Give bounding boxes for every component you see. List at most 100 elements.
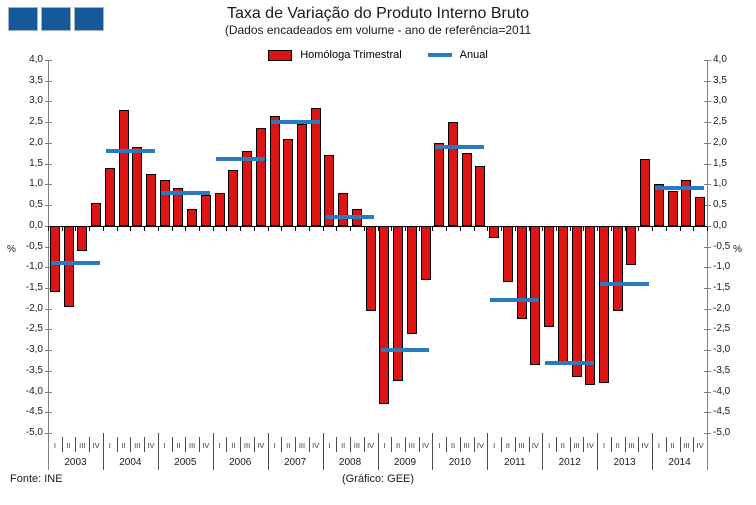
- zero-axis-tick: [130, 226, 132, 231]
- quarter-label: I: [548, 441, 551, 450]
- zero-axis-tick: [322, 226, 324, 231]
- annual-line-2012: [545, 360, 595, 365]
- y-tick-left: [45, 370, 52, 372]
- quarterly-bar-2007-I: [269, 115, 280, 226]
- quarterly-bar-2008-I: [324, 155, 335, 226]
- y-tick-left: [45, 412, 52, 414]
- quarter-label: III: [134, 441, 141, 450]
- quarterly-bar-2005-I: [159, 180, 170, 226]
- year-label: 2012: [558, 457, 581, 468]
- credit-text: (Gráfico: GEE): [341, 473, 415, 485]
- zero-axis-tick: [336, 226, 338, 231]
- zero-axis-tick: [542, 226, 544, 231]
- quarter-separator: [473, 437, 475, 452]
- quarter-separator: [459, 437, 461, 452]
- y-tick-label-right: -3,5: [713, 364, 731, 376]
- y-tick-label-left: 2,0: [29, 136, 43, 148]
- year-label: 2009: [393, 457, 417, 468]
- y-tick-left: [45, 205, 52, 207]
- year-separator: [157, 433, 159, 470]
- y-axis-left: [48, 60, 49, 470]
- zero-axis-tick: [144, 226, 146, 231]
- zero-axis-tick: [48, 226, 49, 231]
- quarter-label: II: [395, 441, 401, 450]
- quarter-separator: [610, 437, 612, 452]
- year-separator: [487, 433, 489, 470]
- quarter-label: III: [79, 441, 86, 450]
- quarter-label: III: [573, 441, 580, 450]
- zero-axis-tick: [693, 226, 695, 231]
- quarter-label: I: [53, 441, 56, 450]
- zero-axis-tick: [501, 226, 503, 231]
- zero-axis-tick: [102, 226, 104, 231]
- y-tick-right: [704, 80, 711, 82]
- y-tick-left: [45, 184, 52, 186]
- quarter-label: I: [602, 441, 606, 450]
- quarterly-bar-2012-IV: [585, 225, 596, 386]
- quarter-label: IV: [367, 441, 375, 450]
- y-tick-right: [704, 246, 711, 248]
- quarter-label: II: [615, 441, 620, 450]
- quarter-separator: [295, 437, 297, 452]
- quarter-separator: [583, 437, 585, 452]
- zero-axis-tick: [171, 226, 173, 231]
- quarterly-bar-2003-II: [63, 225, 74, 307]
- quarter-label: III: [463, 441, 470, 450]
- chart-subtitle: (Dados encadeados em volume - ano de ref…: [224, 23, 532, 37]
- zero-axis-tick: [624, 226, 626, 231]
- y-tick-right: [704, 391, 711, 393]
- quarter-separator: [404, 437, 406, 452]
- zero-axis-tick: [267, 226, 269, 231]
- quarterly-bar-2003-III: [77, 225, 88, 251]
- quarterly-bar-2011-III: [516, 225, 527, 320]
- legend-annual-swatch-icon: [427, 53, 452, 57]
- year-label: 2006: [229, 457, 252, 468]
- zero-axis-tick: [377, 226, 379, 231]
- quarterly-bar-2007-III: [296, 124, 307, 226]
- zero-axis-tick: [253, 226, 255, 231]
- quarter-label: III: [518, 441, 525, 450]
- quarter-separator: [308, 437, 310, 452]
- year-separator: [597, 433, 599, 470]
- quarter-separator: [185, 437, 187, 452]
- quarterly-bar-2007-IV: [310, 107, 321, 226]
- quarter-label: I: [273, 441, 276, 450]
- year-separator: [377, 433, 379, 470]
- y-tick-left: [45, 101, 52, 103]
- zero-axis-tick: [652, 226, 654, 231]
- y-tick-left: [45, 60, 52, 61]
- y-tick-label-right: -2,5: [713, 323, 731, 335]
- quarter-label: II: [176, 441, 181, 450]
- quarter-label: III: [683, 441, 690, 450]
- y-axis-right: [707, 60, 708, 470]
- quarter-separator: [89, 437, 91, 452]
- y-tick-left: [45, 142, 52, 144]
- quarter-label: IV: [147, 441, 155, 450]
- zero-axis-tick: [89, 226, 91, 231]
- quarter-label: IV: [696, 441, 704, 450]
- quarter-label: II: [450, 441, 456, 450]
- quarterly-bar-2013-III: [626, 225, 637, 266]
- zero-axis-tick: [212, 226, 214, 231]
- legend-quarterly-swatch-icon: [268, 49, 293, 61]
- quarter-separator: [350, 437, 352, 452]
- y-tick-label-left: -2,5: [25, 323, 43, 335]
- quarter-separator: [693, 437, 695, 452]
- annual-line-2010: [435, 145, 485, 150]
- quarterly-bar-2006-I: [214, 192, 225, 226]
- zero-axis-tick: [185, 226, 187, 231]
- y-tick-label-right: 3,5: [713, 74, 727, 86]
- zero-axis-tick: [363, 226, 365, 231]
- quarterly-bar-2010-IV: [475, 165, 486, 226]
- zero-axis-tick: [583, 226, 585, 231]
- quarter-separator: [528, 437, 530, 452]
- zero-axis-tick: [569, 226, 571, 231]
- quarterly-bar-2006-IV: [255, 128, 266, 226]
- y-tick-label-right: 4,0: [713, 54, 727, 65]
- chart-title: Taxa de Variação do Produto Interno Brut…: [226, 5, 530, 22]
- y-tick-label-right: 0,5: [713, 199, 727, 211]
- quarterly-bar-2008-IV: [365, 225, 376, 311]
- annual-line-2009: [380, 348, 430, 353]
- y-tick-left: [45, 246, 52, 248]
- quarterly-bar-2012-I: [544, 225, 555, 328]
